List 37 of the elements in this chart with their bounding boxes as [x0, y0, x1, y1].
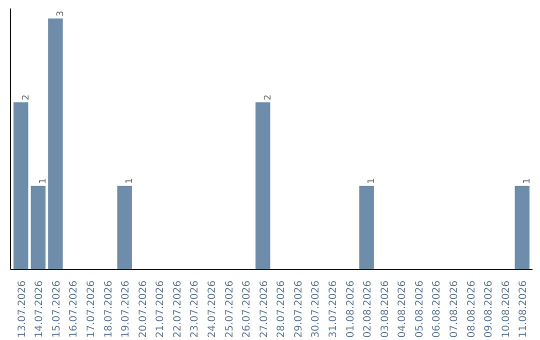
x-tick-label: 16.07.2026 — [68, 280, 80, 338]
x-tick-label: 02.08.2026 — [362, 280, 374, 338]
x-tick-label: 27.07.2026 — [258, 280, 270, 338]
x-tick-label: 09.08.2026 — [484, 280, 495, 338]
x-tick-label: 05.08.2026 — [414, 280, 426, 338]
x-tick-label: 22.07.2026 — [172, 280, 184, 338]
x-tick-label: 21.07.2026 — [155, 280, 166, 338]
x-tick-label: 14.07.2026 — [34, 280, 46, 338]
x-tick-label: 30.07.2026 — [310, 280, 322, 338]
data-label: 2 — [21, 94, 32, 100]
data-label: 1 — [125, 178, 136, 184]
x-tick-label: 03.08.2026 — [380, 280, 391, 338]
data-label: 1 — [38, 178, 49, 184]
x-tick-label: 10.08.2026 — [500, 280, 512, 338]
x-tick-label: 17.07.2026 — [86, 280, 98, 338]
x-tick-label: 07.08.2026 — [448, 280, 460, 338]
x-tick-label: 31.07.2026 — [328, 280, 339, 338]
x-tick-label: 25.07.2026 — [224, 280, 236, 338]
data-label: 1 — [367, 178, 378, 184]
data-label: 1 — [522, 178, 533, 184]
x-tick-label: 23.07.2026 — [190, 280, 201, 338]
x-tick-label: 26.07.2026 — [242, 280, 253, 338]
data-label: 3 — [56, 10, 66, 17]
x-tick-label: 01.08.2026 — [345, 280, 356, 338]
data-label: 2 — [263, 94, 274, 100]
x-tick-label: 11.08.2026 — [518, 280, 530, 338]
x-tick-label: 06.08.2026 — [432, 280, 443, 338]
x-tick-label: 20.07.2026 — [138, 280, 149, 338]
x-tick-label: 29.07.2026 — [293, 280, 304, 338]
x-tick-label: 08.08.2026 — [466, 280, 478, 338]
x-tick-label: 19.07.2026 — [120, 280, 132, 338]
x-tick-label: 24.07.2026 — [207, 280, 218, 338]
x-tick-label: 15.07.2026 — [51, 280, 62, 338]
x-tick-label: 28.07.2026 — [276, 280, 288, 338]
x-tick-label: 18.07.2026 — [103, 280, 114, 338]
x-tick-label: 04.08.2026 — [397, 280, 408, 338]
x-tick-label: 13.07.2026 — [16, 280, 28, 338]
